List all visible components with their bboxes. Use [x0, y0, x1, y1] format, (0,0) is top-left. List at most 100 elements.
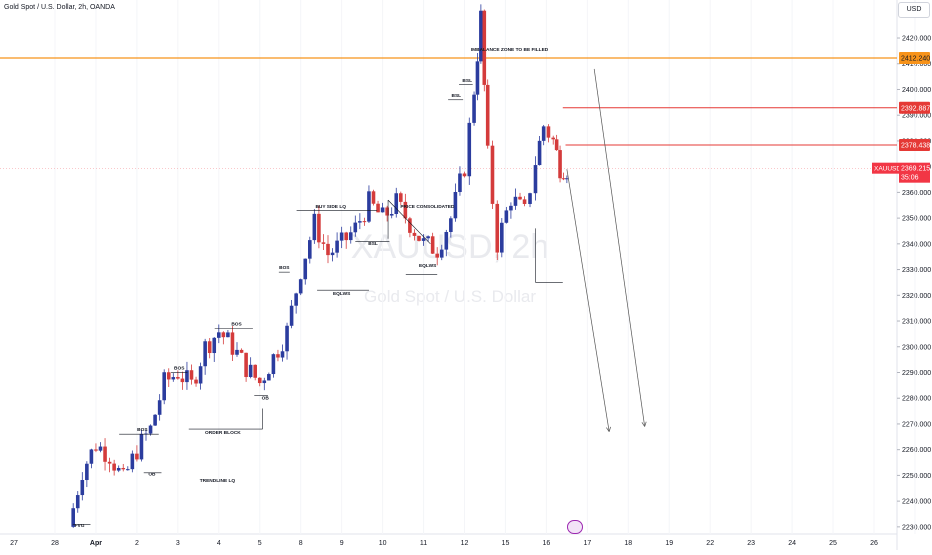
candle-body — [312, 213, 317, 241]
candle-body — [430, 236, 435, 254]
x-tick-label: 15 — [502, 540, 510, 547]
candle-body — [257, 377, 262, 384]
candle-body — [308, 240, 312, 259]
y-tick-label: 2230.000 — [902, 524, 931, 531]
eqlws-label-1: EQLWS — [333, 291, 351, 297]
x-tick-label: 5 — [258, 540, 262, 547]
candle-body — [490, 145, 495, 204]
indicator-icon[interactable] — [567, 520, 583, 534]
candle-body — [207, 341, 212, 354]
x-tick-label: 17 — [583, 540, 591, 547]
candle-body — [194, 379, 198, 384]
symbol-title: Gold Spot / U.S. Dollar, 2h, OANDA — [4, 4, 115, 11]
candle-body — [551, 137, 556, 140]
symbol-tag-bg — [872, 162, 899, 174]
buy-side-lq-label: BUY SIDE LQ — [315, 204, 346, 210]
x-tick-label: 11 — [420, 540, 427, 547]
candle-body — [116, 467, 121, 471]
candle-body — [226, 332, 230, 338]
candle-body — [71, 508, 75, 527]
projection-arrow-head — [644, 421, 647, 427]
candle-body — [533, 165, 538, 194]
x-tick-label: 19 — [665, 540, 673, 547]
candle-body — [462, 173, 467, 177]
trendline-lq-label: TRENDLINE LQ — [200, 478, 236, 484]
candle-body — [472, 94, 476, 123]
candle-body — [103, 446, 107, 462]
candle-body — [479, 10, 483, 62]
y-tick-label: 2400.000 — [902, 87, 931, 94]
y-tick-label: 2240.000 — [902, 499, 931, 506]
candle-body — [317, 213, 321, 243]
x-tick-label: 9 — [340, 540, 344, 547]
candle-body — [389, 214, 394, 216]
candle-body — [439, 249, 444, 258]
candle-body — [294, 293, 298, 306]
candle-body — [180, 378, 185, 383]
candle-body — [485, 84, 490, 146]
candle-body — [537, 140, 542, 166]
x-tick-label: 26 — [870, 540, 878, 547]
projection-arrow-head — [641, 422, 645, 427]
y-tick-label: 2310.000 — [902, 319, 931, 326]
x-tick-label: 2 — [135, 540, 139, 547]
candle-body — [107, 461, 112, 464]
ob-label-1: OB — [148, 471, 156, 477]
level-tag-resistance-2-bg — [899, 138, 930, 151]
x-tick-label: Apr — [90, 540, 102, 547]
candle-body — [248, 364, 253, 378]
bsl-label-1: BSL — [368, 241, 378, 247]
candle-body — [321, 242, 326, 244]
candle-body — [421, 238, 426, 241]
x-tick-label: 12 — [461, 540, 469, 547]
watermark-symbol: XAUUSD, 2h — [351, 228, 549, 266]
y-tick-label: 2260.000 — [902, 447, 931, 454]
candle-body — [75, 495, 80, 509]
candle-body — [230, 332, 235, 355]
candle-body — [121, 467, 126, 470]
y-tick-label: 2300.000 — [902, 344, 931, 351]
candle-body — [522, 199, 527, 204]
projection-arrow-1 — [566, 169, 610, 432]
level-tag-resistance-2: 2378.438 — [901, 142, 930, 149]
level-tag-imbalance: 2412.240 — [901, 55, 930, 62]
candle-body — [221, 332, 226, 338]
bos-label-1: BOS — [137, 427, 148, 433]
candle-body — [85, 463, 89, 481]
candle-body — [185, 370, 189, 383]
candle-body — [244, 352, 248, 378]
bsl-label-2: BSL — [462, 78, 472, 84]
bsl-label-3: BSL — [452, 93, 462, 99]
y-tick-label: 2270.000 — [902, 421, 931, 428]
candle-body — [426, 236, 430, 239]
x-tick-label: 16 — [543, 540, 551, 547]
y-tick-label: 2320.000 — [902, 293, 931, 300]
candle-body — [98, 446, 103, 451]
candle-body — [135, 453, 139, 460]
bos-label-2: BOS — [174, 365, 185, 371]
candle-body — [126, 469, 130, 471]
candle-body — [262, 380, 267, 384]
candle-body — [289, 305, 294, 326]
candle-body — [130, 453, 135, 470]
candle-body — [335, 240, 339, 253]
candle-body — [285, 325, 289, 352]
candle-body — [380, 207, 385, 213]
y-tick-label: 2340.000 — [902, 241, 931, 248]
candle-body — [444, 231, 449, 250]
x-tick-label: 28 — [51, 540, 59, 547]
candle-body — [80, 480, 85, 496]
candle-body — [495, 203, 500, 253]
y-tick-label: 2420.000 — [902, 36, 931, 43]
candle-body — [148, 425, 153, 434]
candle-body — [112, 463, 116, 471]
level-tag-imbalance-bg — [899, 51, 930, 64]
projection-arrow-head — [608, 426, 611, 432]
candle-body — [203, 341, 207, 367]
candle-body — [198, 366, 203, 384]
symbol-tag: XAUUSD — [874, 166, 901, 173]
candle-body — [518, 196, 522, 200]
currency-button[interactable]: USD — [898, 2, 930, 18]
